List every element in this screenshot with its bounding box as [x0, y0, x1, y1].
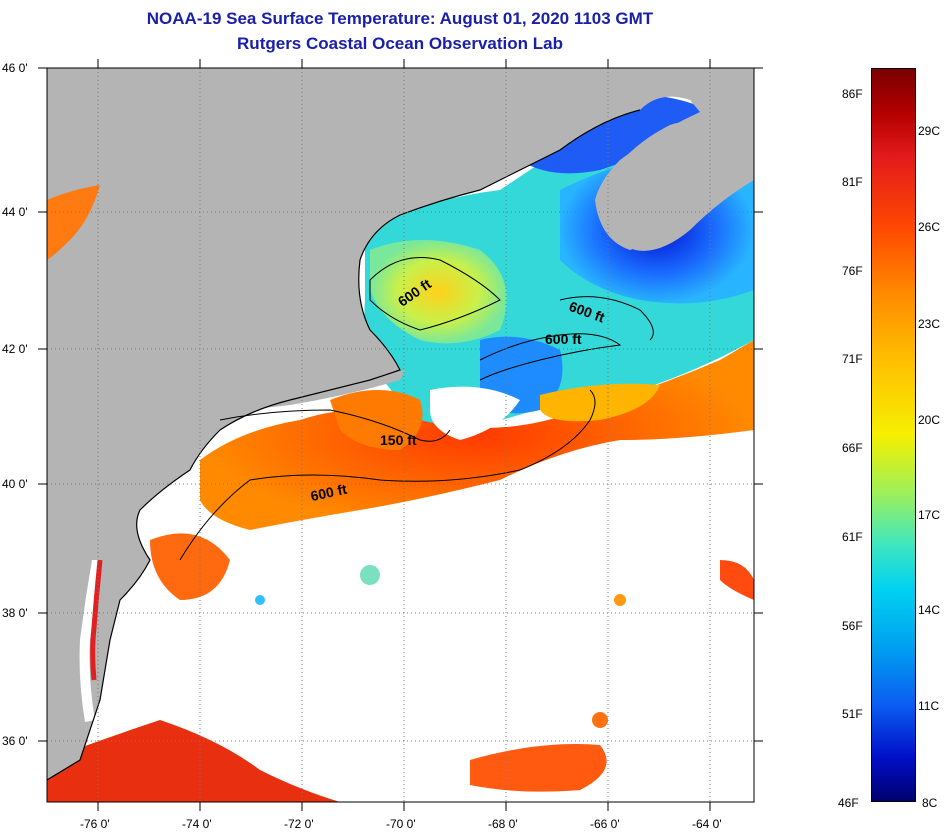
- map-frame: [46, 67, 755, 803]
- map-subtitle: Rutgers Coastal Ocean Observation Lab: [237, 34, 563, 53]
- celsius-label: 17C: [918, 508, 941, 522]
- gulf-warm-patch: [370, 240, 507, 344]
- celsius-label: 20C: [918, 413, 941, 427]
- lon-label: -74 0': [182, 817, 212, 831]
- celsius-label: 26C: [918, 220, 941, 234]
- southern-warm-water: [47, 720, 340, 802]
- lon-label: -76 0': [80, 817, 110, 831]
- lon-label: -66 0': [590, 817, 620, 831]
- land-mass: [47, 68, 754, 780]
- lon-label: -72 0': [284, 817, 314, 831]
- lat-label: 40 0': [2, 477, 28, 491]
- lon-label: -64 0': [692, 817, 722, 831]
- fahrenheit-label: 61F: [842, 530, 863, 544]
- nova-scotia: [600, 121, 754, 251]
- contour-label: 600 ft: [309, 481, 348, 504]
- lat-label: 36 0': [2, 734, 28, 748]
- temperature-color-scale: [871, 68, 916, 802]
- isobath-600: [179, 389, 596, 561]
- fahrenheit-label: 81F: [842, 175, 863, 189]
- fahrenheit-label: 46F: [838, 796, 859, 810]
- fahrenheit-label: 76F: [842, 264, 863, 278]
- long-island: [230, 370, 405, 410]
- celsius-label: 11C: [918, 699, 940, 713]
- lon-label: -70 0': [386, 817, 416, 831]
- fahrenheit-label: 66F: [842, 441, 863, 455]
- fahrenheit-label: 71F: [842, 352, 863, 366]
- celsius-label: 29C: [918, 124, 941, 138]
- lat-label: 42 0': [2, 342, 28, 356]
- fahrenheit-label: 51F: [842, 707, 863, 721]
- lat-label: 38 0': [2, 606, 28, 620]
- fahrenheit-label: 56F: [842, 619, 863, 633]
- celsius-label: 8C: [922, 796, 938, 810]
- celsius-label: 23C: [918, 317, 941, 331]
- contour-label: 150 ft: [380, 432, 417, 448]
- isobath-150: [219, 409, 451, 442]
- contour-label: 600 ft: [545, 331, 582, 347]
- map-title: NOAA-19 Sea Surface Temperature: August …: [146, 9, 654, 28]
- lon-label: -68 0': [488, 817, 518, 831]
- lat-label: 44 0': [2, 205, 28, 219]
- lat-label: 46 0': [2, 61, 28, 75]
- fahrenheit-label: 86F: [842, 87, 863, 101]
- warm-shelf-water: [200, 340, 754, 530]
- celsius-label: 14C: [918, 603, 941, 617]
